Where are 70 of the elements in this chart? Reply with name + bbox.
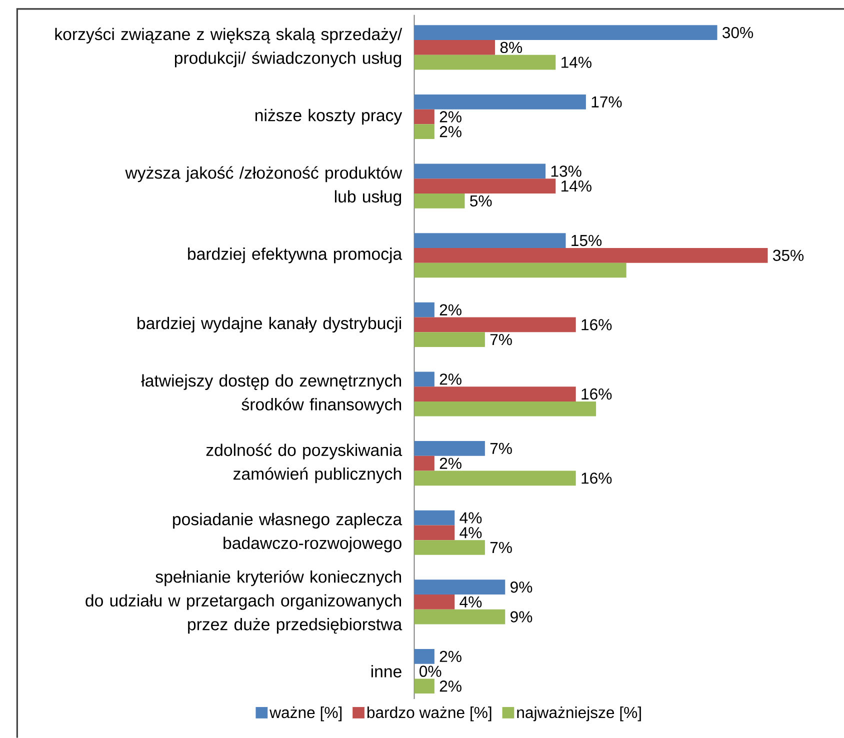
y-tick-label: inne: [371, 665, 402, 678]
data-label: 16%: [582, 388, 612, 400]
bar: [414, 94, 586, 110]
bar: [414, 594, 455, 610]
y-tick-label: bardziej wydajne kanały dystrybucji: [138, 317, 401, 333]
data-label: 5%: [470, 195, 492, 207]
data-label: 7%: [490, 334, 512, 346]
data-label: 14%: [562, 56, 592, 68]
bar: [414, 386, 576, 402]
data-label: 2%: [440, 650, 462, 662]
bar: [414, 332, 485, 348]
bar: [414, 510, 455, 526]
bar: [414, 233, 566, 248]
data-label: 16%: [582, 319, 612, 330]
bar: [414, 164, 546, 179]
data-label: 4%: [460, 596, 482, 608]
data-label: 17%: [592, 96, 622, 108]
bar: [414, 302, 434, 318]
bar: [414, 441, 485, 456]
bar: [414, 25, 718, 40]
data-label: 35%: [773, 250, 804, 262]
data-label: 2%: [440, 304, 462, 316]
bar: [414, 124, 434, 140]
legend-label: ważne [%]: [270, 706, 342, 722]
data-label: 14%: [562, 180, 592, 192]
y-tick-label: bardziej efektywna promocja: [188, 248, 402, 264]
bar: [414, 456, 434, 471]
bar: [414, 402, 596, 416]
bar: [414, 470, 576, 486]
y-tick-label: niższe koszty pracy: [255, 109, 402, 125]
bar: [414, 610, 506, 624]
bar: [414, 525, 455, 540]
data-label: 2%: [440, 680, 462, 692]
data-label: 4%: [460, 512, 482, 524]
data-label: 7%: [490, 443, 512, 454]
bar: [414, 540, 485, 556]
data-label: 0%: [420, 666, 442, 678]
data-label: 2%: [440, 126, 462, 138]
data-label: 9%: [510, 611, 532, 623]
y-tick-label: wyższa jakość /złożoność produktów lub usług: [125, 166, 402, 206]
bar: [414, 372, 434, 387]
bar: [414, 317, 576, 332]
legend-label: bardzo ważne [%]: [367, 706, 492, 722]
data-label: 2%: [440, 111, 462, 122]
y-tick-label: spełnianie kryteriów koniecznych do udziału w przetargach organizowanych przez duże przedsiębiorstwa: [86, 570, 402, 634]
y-tick-label: łatwiejszy dostęp do zewnętrznych środków finansowych: [141, 374, 402, 414]
bar: [414, 262, 626, 278]
y-tick-label: zdolność do pozyskiwania zamówień publicznych: [206, 444, 402, 484]
data-label: 15%: [572, 235, 602, 246]
data-label: 7%: [490, 542, 512, 554]
bar: [414, 649, 434, 664]
bar: [414, 55, 556, 70]
y-tick-label: posiadanie własnego zaplecza badawczo-rozwojowego: [173, 513, 402, 553]
bar: [414, 580, 506, 595]
bar: [414, 194, 465, 208]
bar: [414, 40, 496, 56]
bar: [414, 248, 768, 263]
y-tick-label: korzyści związane z większą skalą sprzedaży/ produkcji/ świadczonych usług: [55, 28, 402, 68]
data-label: 9%: [510, 582, 532, 593]
data-label: 30%: [722, 27, 754, 38]
bar: [414, 109, 434, 124]
data-label: 2%: [440, 458, 462, 470]
data-label: 4%: [460, 527, 482, 538]
data-label: 2%: [440, 374, 462, 385]
legend-label: najważniejsze [%]: [517, 706, 641, 722]
bar: [414, 178, 556, 194]
bar: [414, 678, 434, 694]
data-label: 16%: [582, 472, 612, 484]
data-label: 13%: [551, 166, 582, 177]
data-label: 8%: [500, 42, 522, 54]
